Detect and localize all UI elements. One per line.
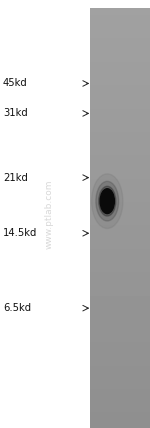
- Text: 14.5kd: 14.5kd: [3, 228, 37, 238]
- Text: 31kd: 31kd: [3, 108, 28, 119]
- Ellipse shape: [99, 186, 116, 216]
- Text: 21kd: 21kd: [3, 172, 28, 183]
- Ellipse shape: [96, 181, 119, 221]
- Text: 45kd: 45kd: [3, 78, 28, 89]
- Text: www.ptlab.com: www.ptlab.com: [45, 179, 54, 249]
- Ellipse shape: [92, 174, 123, 229]
- Ellipse shape: [100, 189, 114, 214]
- Text: 6.5kd: 6.5kd: [3, 303, 31, 313]
